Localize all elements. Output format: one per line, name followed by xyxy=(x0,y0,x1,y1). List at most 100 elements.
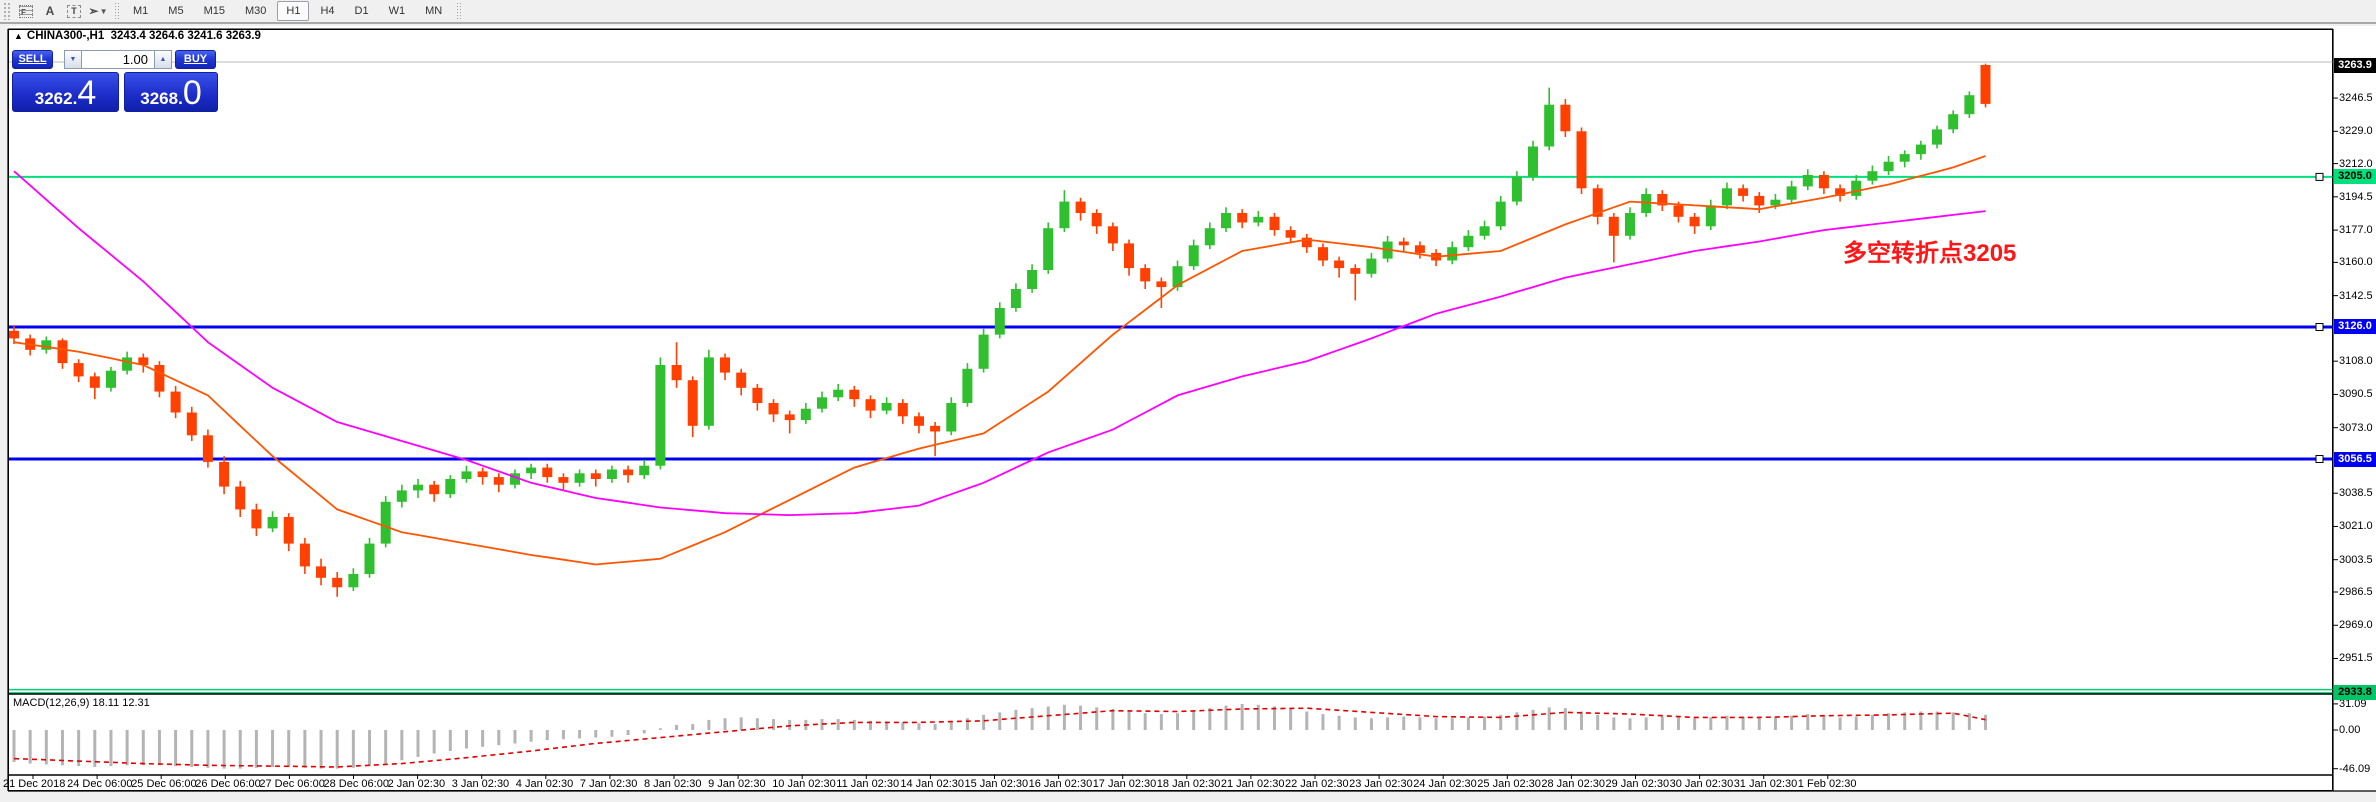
candle-up xyxy=(396,490,407,502)
candle-down xyxy=(1318,247,1328,261)
toolbar-separator xyxy=(456,2,462,20)
timeframe-button-H1[interactable]: H1 xyxy=(277,1,310,21)
toolbar-separator xyxy=(114,2,119,20)
ma-fast-line xyxy=(13,155,1986,566)
candle-down xyxy=(89,376,100,388)
candle-up xyxy=(461,471,472,479)
timeframe-button-D1[interactable]: D1 xyxy=(354,5,369,17)
text-icon[interactable]: A xyxy=(45,4,55,18)
candle-up xyxy=(962,368,973,403)
candle-up xyxy=(1172,266,1183,288)
candle-down xyxy=(1398,241,1409,246)
candle-up xyxy=(1366,258,1377,274)
timeframe-button-M30[interactable]: M30 xyxy=(244,5,267,17)
chart-text-annotation[interactable]: 多空转折点3205 xyxy=(1843,240,2017,267)
candle-down xyxy=(1738,188,1749,196)
price-axis-label: 3212.0 xyxy=(2339,157,2373,170)
window-left-margin xyxy=(0,26,8,792)
timeframe-button-M1[interactable]: M1 xyxy=(133,5,149,17)
price-axis-area xyxy=(2334,26,2376,791)
timeframe-button-M5[interactable]: M5 xyxy=(168,5,184,17)
candle-up xyxy=(1253,216,1264,223)
ohlc-readout: 3243.4 3264.6 3241.6 3263.9 xyxy=(110,30,261,42)
candle-down xyxy=(429,484,440,495)
candle-up xyxy=(639,465,650,476)
plot-border xyxy=(8,29,2333,791)
price-axis-label: 3142.5 xyxy=(2339,289,2373,302)
ask-point: . xyxy=(178,89,183,108)
candle-down xyxy=(154,365,165,392)
timeframe-button-MN[interactable]: MN xyxy=(425,5,443,17)
time-axis-label: 25 Dec 06:00 xyxy=(131,778,197,790)
price-axis-label: 3177.0 xyxy=(2339,224,2373,237)
price-badge-3205.0: 3205.0 xyxy=(2334,169,2376,185)
candle-down xyxy=(186,412,197,436)
collapse-triangle-icon[interactable]: ▲ xyxy=(14,31,23,41)
price-badge-3263.9: 3263.9 xyxy=(2334,57,2376,73)
line-handle[interactable] xyxy=(2315,455,2324,463)
arrows-glyph: ➣ xyxy=(88,4,99,18)
arrow-tools-icon[interactable]: ➣ ▼ xyxy=(88,2,108,20)
candle-down xyxy=(73,363,84,377)
candle-down xyxy=(170,391,181,413)
candle-up xyxy=(703,357,714,426)
time-axis-label: 7 Jan 02:30 xyxy=(579,778,638,790)
bid-big-digit: 4 xyxy=(77,74,97,112)
chevron-down-icon[interactable]: ▼ xyxy=(99,6,108,16)
timeframe-button-H4[interactable]: H4 xyxy=(320,5,335,17)
volume-input[interactable] xyxy=(82,50,154,69)
candle-up xyxy=(41,340,52,350)
candle-up xyxy=(1802,175,1813,187)
candle-down xyxy=(299,543,310,567)
candle-up xyxy=(1463,235,1474,248)
candle-down xyxy=(9,330,19,339)
price-axis-label: 2986.5 xyxy=(2339,586,2373,598)
candle-down xyxy=(57,340,68,364)
time-axis-label: 15 Jan 02:30 xyxy=(964,778,1029,790)
candle-down xyxy=(720,357,730,373)
buy-button[interactable]: BUY xyxy=(175,50,216,69)
time-axis-label: 29 Jan 02:30 xyxy=(1605,778,1670,790)
candle-up xyxy=(122,357,133,371)
price-axis-label: 3038.5 xyxy=(2339,487,2373,500)
candle-up xyxy=(1528,146,1538,177)
candle-down xyxy=(1980,65,1991,104)
ask-main-digits: 3268 xyxy=(140,89,179,108)
candle-down xyxy=(623,469,634,476)
candle-down xyxy=(930,425,941,432)
price-badge-3056.5: 3056.5 xyxy=(2334,451,2376,467)
price-axis-label: 3073.0 xyxy=(2339,421,2373,434)
timeframe-button-M15[interactable]: M15 xyxy=(203,5,225,17)
price-axis-label: 3194.5 xyxy=(2339,190,2373,203)
sell-button[interactable]: SELL xyxy=(12,50,53,69)
time-axis-label: 22 Jan 02:30 xyxy=(1285,778,1349,790)
line-handle[interactable] xyxy=(2315,172,2324,181)
candle-down xyxy=(897,403,908,417)
time-axis-label: 1 Feb 02:30 xyxy=(1797,778,1857,790)
symbol-period-label: CHINA300-,H1 xyxy=(26,30,105,42)
price-axis-label: 3160.0 xyxy=(2339,256,2373,269)
candle-up xyxy=(1188,245,1199,267)
text-label-icon[interactable]: T xyxy=(64,2,84,20)
candle-up xyxy=(1027,270,1038,289)
time-axis-label: 4 Jan 02:30 xyxy=(515,778,574,790)
candle-up xyxy=(1010,289,1021,308)
candle-down xyxy=(736,372,747,388)
bid-price-panel[interactable]: 3262. 4 xyxy=(12,72,119,112)
time-axis-label: 28 Dec 06:00 xyxy=(323,778,389,790)
chart-symbol-title: ▲ CHINA300-,H1 3243.4 3264.6 3241.6 3263.… xyxy=(14,30,261,42)
candle-down xyxy=(590,473,601,479)
line-handle[interactable] xyxy=(2315,323,2324,331)
ask-price-panel[interactable]: 3268. 0 xyxy=(124,72,218,112)
timeframe-button-W1[interactable]: W1 xyxy=(388,5,406,17)
time-axis-label: 11 Jan 02:30 xyxy=(836,778,900,790)
candle-up xyxy=(526,467,537,474)
time-axis-label: 8 Jan 02:30 xyxy=(644,778,702,790)
fibonacci-icon[interactable]: F xyxy=(16,2,36,20)
candle-up xyxy=(1899,154,1910,162)
volume-decrease-button[interactable]: ▼ xyxy=(64,50,82,69)
candle-up xyxy=(380,501,391,544)
volume-increase-button[interactable]: ▲ xyxy=(154,50,172,69)
toolbar-drag-handle[interactable] xyxy=(3,2,11,20)
